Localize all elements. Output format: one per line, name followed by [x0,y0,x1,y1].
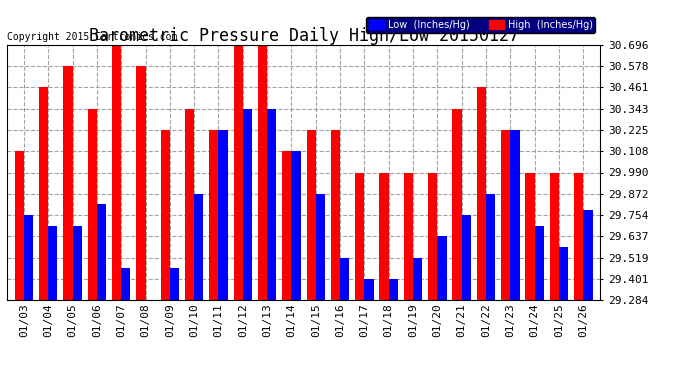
Text: Copyright 2015 Cartronics.com: Copyright 2015 Cartronics.com [7,33,177,42]
Bar [331,130,340,300]
Bar [267,109,277,300]
Bar [48,226,57,300]
Bar [340,258,349,300]
Bar [209,130,219,300]
Bar [501,130,511,300]
Bar [219,130,228,300]
Bar [282,151,291,300]
Bar [97,204,106,300]
Bar [14,151,24,300]
Bar [112,45,121,300]
Bar [486,194,495,300]
Bar [583,210,593,300]
Bar [72,226,82,300]
Bar [39,87,48,300]
Bar [88,109,97,300]
Bar [243,109,252,300]
Bar [63,66,72,300]
Bar [194,194,204,300]
Bar [121,268,130,300]
Title: Barometric Pressure Daily High/Low 20150127: Barometric Pressure Daily High/Low 20150… [88,27,519,45]
Bar [550,172,559,300]
Bar [437,236,446,300]
Bar [525,172,535,300]
Bar [404,172,413,300]
Bar [388,279,398,300]
Bar [428,172,437,300]
Bar [462,215,471,300]
Bar [306,130,316,300]
Bar [413,258,422,300]
Bar [185,109,194,300]
Bar [380,172,388,300]
Bar [453,109,462,300]
Bar [233,45,243,300]
Bar [170,268,179,300]
Bar [364,279,374,300]
Bar [355,172,364,300]
Bar [316,194,325,300]
Bar [161,130,170,300]
Bar [477,87,486,300]
Bar [137,66,146,300]
Bar [511,130,520,300]
Bar [535,226,544,300]
Legend: Low  (Inches/Hg), High  (Inches/Hg): Low (Inches/Hg), High (Inches/Hg) [366,17,595,33]
Bar [24,215,33,300]
Bar [574,172,583,300]
Bar [291,151,301,300]
Bar [559,247,568,300]
Bar [258,45,267,300]
